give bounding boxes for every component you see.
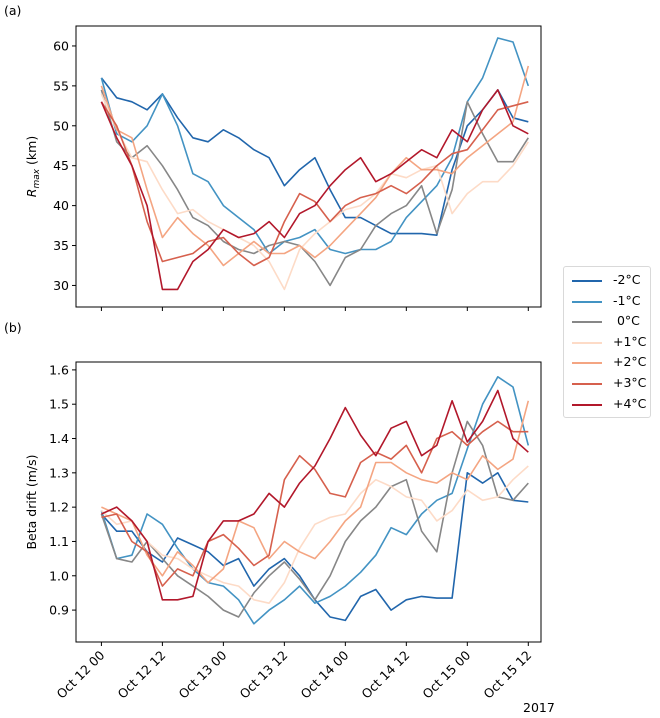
legend-item: +2°C	[564, 353, 652, 373]
x-tick-label: Oct 15 12	[480, 648, 534, 702]
y-tick-label: 30	[53, 278, 69, 293]
legend-label: -2°C	[613, 272, 641, 287]
x-tick-label: Oct 14 12	[358, 648, 412, 702]
x-tick-label: Oct 12 12	[115, 648, 169, 702]
legend-swatch	[572, 300, 602, 303]
x-tick-label: Oct 14 00	[297, 647, 351, 701]
y-tick-label: 60	[53, 38, 69, 53]
panel-label: (b)	[4, 320, 22, 335]
y-axis-label: Rmax (km)	[24, 136, 42, 197]
legend-swatch	[572, 383, 602, 385]
x-tick-label: Oct 12 00	[54, 647, 108, 701]
y-tick-label: 1.3	[49, 465, 69, 480]
legend-item: +1°C	[564, 333, 652, 353]
series-line--1°C	[100, 375, 530, 625]
axes-frame	[75, 361, 542, 643]
y-tick-label: 0.9	[49, 603, 69, 618]
legend-label: +4°C	[613, 395, 647, 411]
legend-swatch	[572, 321, 602, 324]
series-line-+3°C	[101, 420, 529, 587]
legend-label: +3°C	[613, 375, 647, 390]
legend-label: +1°C	[613, 333, 647, 349]
y-tick-label: 1.4	[49, 431, 69, 446]
legend: -2°C -1°C 0°C +1°C +2°C +3°C +4°C	[563, 266, 651, 418]
legend-swatch	[572, 403, 602, 406]
y-tick-label: 50	[53, 118, 69, 133]
legend-item: +4°C	[564, 395, 652, 415]
series-line-0°C	[100, 89, 529, 287]
x-tick-label: Oct 13 00	[175, 647, 229, 701]
legend-label: +2°C	[613, 354, 647, 370]
axes-frame	[75, 25, 542, 308]
y-tick-label: 1.0	[49, 568, 69, 583]
y-tick-label: 1.5	[49, 397, 69, 412]
x-tick-label: Oct 13 12	[236, 648, 290, 702]
legend-label: 0°C	[613, 313, 640, 329]
series-line-+1°C	[100, 465, 529, 605]
legend-swatch	[572, 341, 602, 344]
legend-label: -1°C	[613, 292, 641, 308]
series-line-0°C	[100, 420, 529, 618]
series-line-+3°C	[100, 101, 529, 267]
legend-item: +3°C	[564, 374, 652, 394]
panel-b: (b) 0.9 1.0 1.1 1.2 1.3 1.4 1.5 1.6 Beta drift (m…	[4, 320, 542, 702]
legend-item: 0°C	[564, 312, 652, 332]
legend-swatch	[572, 362, 602, 365]
y-axis-label: Beta drift (m/s)	[24, 454, 39, 549]
series-line-+4°C	[101, 389, 529, 601]
y-tick-label: 1.2	[49, 500, 69, 515]
series-line-+2°C	[100, 65, 530, 267]
y-tick-label: 40	[53, 198, 69, 213]
series-line-+1°C	[100, 93, 529, 291]
y-tick-label: 1.6	[49, 362, 69, 377]
series-line--2°C	[100, 77, 529, 236]
y-tick-label: 1.1	[49, 534, 69, 549]
x-offset-label: 2017	[523, 700, 555, 715]
panel-a: (a) 30 35 40 45 50 55 60 Rmax (km)	[4, 3, 542, 311]
series-line-+4°C	[100, 89, 529, 291]
legend-item: -2°C	[564, 271, 652, 291]
panel-label: (a)	[4, 3, 21, 18]
series-line-+2°C	[101, 400, 530, 584]
series-line--1°C	[100, 37, 530, 255]
y-tick-label: 55	[53, 78, 69, 93]
y-tick-label: 45	[53, 158, 69, 173]
x-tick-label: Oct 15 00	[419, 647, 473, 701]
y-tick-label: 35	[53, 238, 69, 253]
legend-swatch	[572, 280, 602, 282]
legend-item: -1°C	[564, 292, 652, 312]
